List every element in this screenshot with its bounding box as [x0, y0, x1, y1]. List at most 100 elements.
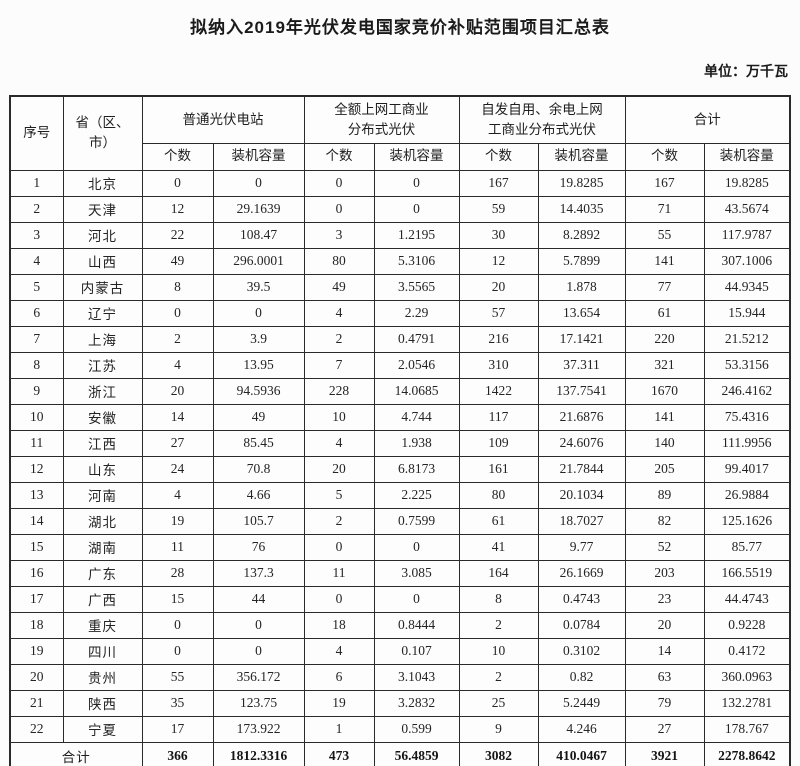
table-body: 1 北京 0 0 0 0 167 19.8285 167 19.8285 2 天…	[9, 169, 791, 743]
header-province: 省（区、 市）	[62, 95, 143, 171]
cell-total-count: 1670	[624, 377, 705, 405]
cell-fullgrid-count: 49	[303, 273, 375, 301]
cell-fullgrid-capacity: 14.0685	[373, 377, 460, 405]
header-ordinary-capacity: 装机容量	[212, 142, 305, 171]
cell-ordinary-count: 24	[141, 455, 214, 483]
table-row: 6 辽宁 0 0 4 2.29 57 13.654 61 15.944	[9, 299, 791, 327]
cell-selfuse-count: 30	[458, 221, 539, 249]
cell-total-capacity: 44.4743	[703, 585, 791, 613]
cell-selfuse-capacity: 24.6076	[537, 429, 626, 457]
cell-serial: 21	[9, 689, 64, 717]
cell-fullgrid-capacity: 2.225	[373, 481, 460, 509]
table-row: 5 内蒙古 8 39.5 49 3.5565 20 1.878 77 44.93…	[9, 273, 791, 301]
cell-ordinary-capacity: 0	[212, 611, 305, 639]
header-fullgrid-capacity: 装机容量	[373, 142, 460, 171]
total-capacity: 2278.8642	[703, 741, 791, 766]
cell-total-capacity: 99.4017	[703, 455, 791, 483]
cell-total-count: 27	[624, 715, 705, 743]
cell-province: 四川	[62, 637, 143, 665]
header-group-ordinary-pv: 普通光伏电站	[141, 95, 305, 144]
cell-fullgrid-capacity: 4.744	[373, 403, 460, 431]
cell-selfuse-count: 1422	[458, 377, 539, 405]
cell-total-capacity: 178.767	[703, 715, 791, 743]
cell-total-count: 77	[624, 273, 705, 301]
cell-ordinary-capacity: 39.5	[212, 273, 305, 301]
cell-fullgrid-capacity: 0.107	[373, 637, 460, 665]
cell-total-capacity: 15.944	[703, 299, 791, 327]
cell-serial: 19	[9, 637, 64, 665]
cell-total-capacity: 53.3156	[703, 351, 791, 379]
header-serial: 序号	[9, 95, 64, 171]
cell-ordinary-capacity: 108.47	[212, 221, 305, 249]
cell-ordinary-count: 55	[141, 663, 214, 691]
cell-ordinary-count: 49	[141, 247, 214, 275]
cell-selfuse-count: 61	[458, 507, 539, 535]
cell-total-count: 82	[624, 507, 705, 535]
cell-province: 江西	[62, 429, 143, 457]
cell-selfuse-capacity: 5.2449	[537, 689, 626, 717]
cell-province: 江苏	[62, 351, 143, 379]
cell-province: 河南	[62, 481, 143, 509]
cell-fullgrid-capacity: 0	[373, 533, 460, 561]
cell-ordinary-count: 0	[141, 637, 214, 665]
cell-fullgrid-capacity: 0.4791	[373, 325, 460, 353]
cell-fullgrid-count: 4	[303, 429, 375, 457]
cell-serial: 17	[9, 585, 64, 613]
cell-total-count: 141	[624, 247, 705, 275]
cell-province: 广西	[62, 585, 143, 613]
cell-total-count: 203	[624, 559, 705, 587]
cell-selfuse-count: 8	[458, 585, 539, 613]
cell-serial: 5	[9, 273, 64, 301]
cell-serial: 1	[9, 169, 64, 197]
cell-fullgrid-capacity: 0	[373, 169, 460, 197]
cell-fullgrid-count: 4	[303, 299, 375, 327]
cell-selfuse-count: 12	[458, 247, 539, 275]
cell-selfuse-count: 161	[458, 455, 539, 483]
table-row: 20 贵州 55 356.172 6 3.1043 2 0.82 63 360.…	[9, 663, 791, 691]
cell-selfuse-capacity: 0.0784	[537, 611, 626, 639]
header-total-count: 个数	[624, 142, 705, 171]
cell-ordinary-count: 2	[141, 325, 214, 353]
cell-fullgrid-count: 20	[303, 455, 375, 483]
cell-selfuse-count: 25	[458, 689, 539, 717]
table-row: 17 广西 15 44 0 0 8 0.4743 23 44.4743	[9, 585, 791, 613]
table-row: 4 山西 49 296.0001 80 5.3106 12 5.7899 141…	[9, 247, 791, 275]
table-row: 1 北京 0 0 0 0 167 19.8285 167 19.8285	[9, 169, 791, 197]
cell-ordinary-capacity: 4.66	[212, 481, 305, 509]
header-fullgrid-count: 个数	[303, 142, 375, 171]
cell-serial: 10	[9, 403, 64, 431]
cell-ordinary-capacity: 0	[212, 637, 305, 665]
cell-province: 重庆	[62, 611, 143, 639]
cell-total-count: 71	[624, 195, 705, 223]
table-footer: 合计 366 1812.3316 473 56.4859 3082 410.04…	[9, 741, 791, 766]
table-row: 13 河南 4 4.66 5 2.225 80 20.1034 89 26.98…	[9, 481, 791, 509]
cell-total-capacity: 125.1626	[703, 507, 791, 535]
cell-fullgrid-count: 1	[303, 715, 375, 743]
cell-ordinary-capacity: 296.0001	[212, 247, 305, 275]
cell-total-capacity: 75.4316	[703, 403, 791, 431]
cell-selfuse-capacity: 1.878	[537, 273, 626, 301]
cell-province: 内蒙古	[62, 273, 143, 301]
cell-ordinary-capacity: 85.45	[212, 429, 305, 457]
total-selfuse-capacity: 410.0467	[537, 741, 626, 766]
cell-ordinary-count: 0	[141, 299, 214, 327]
cell-ordinary-count: 27	[141, 429, 214, 457]
cell-selfuse-count: 164	[458, 559, 539, 587]
cell-selfuse-capacity: 137.7541	[537, 377, 626, 405]
cell-province: 上海	[62, 325, 143, 353]
total-fullgrid-count: 473	[303, 741, 375, 766]
cell-ordinary-capacity: 3.9	[212, 325, 305, 353]
cell-total-count: 141	[624, 403, 705, 431]
cell-ordinary-count: 20	[141, 377, 214, 405]
cell-serial: 3	[9, 221, 64, 249]
table-row: 22 宁夏 17 173.922 1 0.599 9 4.246 27 178.…	[9, 715, 791, 743]
cell-ordinary-capacity: 105.7	[212, 507, 305, 535]
cell-total-capacity: 0.9228	[703, 611, 791, 639]
cell-total-count: 321	[624, 351, 705, 379]
cell-fullgrid-count: 5	[303, 481, 375, 509]
summary-table: 序号 省（区、 市） 普通光伏电站 全额上网工商业 分布式光伏 自发自用、余电上…	[9, 95, 791, 766]
cell-ordinary-count: 11	[141, 533, 214, 561]
cell-total-capacity: 0.4172	[703, 637, 791, 665]
cell-serial: 9	[9, 377, 64, 405]
